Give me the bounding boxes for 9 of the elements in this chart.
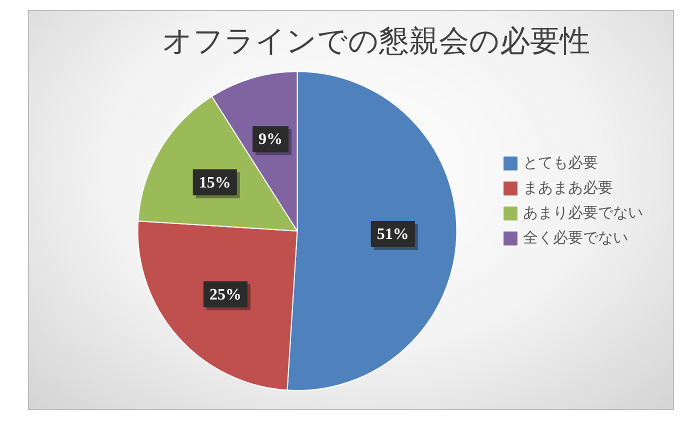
data-label: 25%	[209, 286, 242, 304]
data-label: 15%	[198, 174, 231, 192]
data-label: 51%	[376, 226, 409, 244]
legend-label: 全く必要でない	[523, 229, 628, 246]
chart-title: オフラインでの懇親会の必要性	[162, 24, 590, 58]
data-label: 9%	[258, 131, 283, 148]
legend-label: とても必要	[523, 154, 598, 172]
legend-label: あまり必要でない	[523, 204, 643, 222]
legend-label: まあまあ必要	[523, 179, 613, 196]
